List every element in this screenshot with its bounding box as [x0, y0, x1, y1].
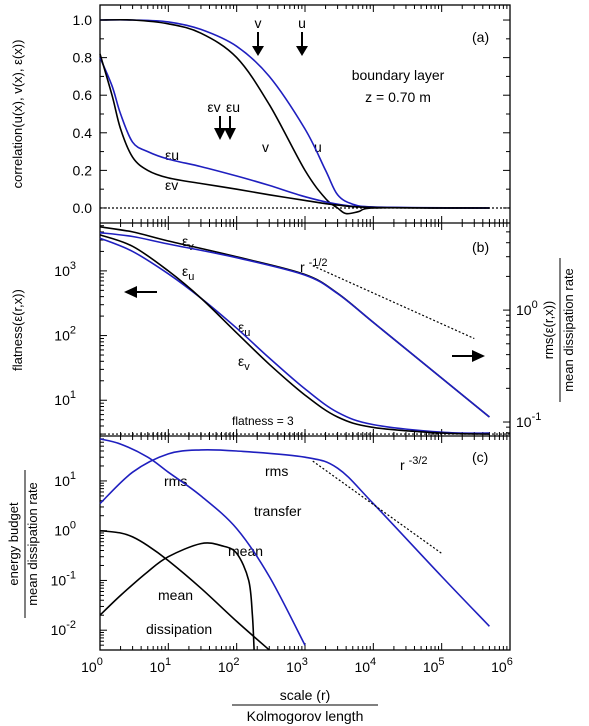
- label-c-rms-left: rms: [164, 473, 187, 489]
- reference-line-1-1: [312, 265, 475, 340]
- panel-b-label: (b): [472, 239, 489, 255]
- label-b-epsilon-v-flat: εv: [238, 353, 250, 373]
- label-curve-u: u: [314, 139, 322, 155]
- ylabel-a: correlation(u(x), v(x), ε(x)): [10, 40, 25, 189]
- y-tick-label: 10-1: [51, 569, 76, 588]
- y-tick-label: 10-2: [51, 619, 76, 638]
- label-c-dissipation: dissipation: [146, 621, 212, 637]
- right-y-tick-label: 10-1: [516, 411, 541, 430]
- y-tick-label: 102: [54, 325, 76, 344]
- left-arrow-icon: [124, 286, 137, 298]
- down-arrow-icon: [214, 128, 226, 140]
- y-tick-label: 0.0: [73, 200, 93, 216]
- arrow-label-v: v: [255, 15, 262, 31]
- panel-a-label: (a): [472, 29, 489, 45]
- down-arrow-icon: [296, 46, 308, 56]
- series-line-1-1: [99, 231, 490, 418]
- right-y-tick-label: 100: [516, 299, 538, 318]
- y-tick-label: 0.8: [73, 50, 93, 66]
- down-arrow-icon: [252, 46, 264, 56]
- right-ylabel-top: rms(ε(r,x)): [541, 301, 556, 360]
- y-tick-label: 0.2: [73, 162, 93, 178]
- label-b-epsilon-v-top: εv: [182, 233, 194, 253]
- series-line-0-1: [99, 18, 490, 215]
- xlabel-top: scale (r): [280, 687, 331, 703]
- data-curves: [99, 18, 510, 651]
- series-line-0-0: [99, 19, 490, 209]
- annotation-height: z = 0.70 m: [365, 89, 431, 105]
- series-line-2-1: [99, 448, 490, 627]
- x-tick-label: 103: [286, 656, 308, 675]
- y-tick-label: 0.6: [73, 87, 93, 103]
- series-line-2-3: [99, 542, 255, 651]
- label-curve-v: v: [262, 139, 269, 155]
- ylabel-c-top: energy budget: [6, 502, 21, 586]
- reference-line-2-0: [312, 460, 443, 554]
- y-tick-label: 101: [54, 389, 76, 408]
- right-ylabel-bottom: mean dissipation rate: [561, 268, 576, 392]
- y-tick-label: 0.4: [73, 125, 93, 141]
- x-tick-label: 102: [218, 656, 240, 675]
- ylabel-b: flatness(ε(r,x)): [10, 289, 25, 371]
- label-c-transfer: transfer: [254, 503, 302, 519]
- series-line-2-2: [99, 529, 270, 651]
- ylabel-c-bottom: mean dissipation rate: [25, 482, 40, 606]
- x-tick-label: 100: [81, 656, 103, 675]
- panel-a-arrows: v u εv εu: [207, 15, 308, 140]
- x-tick-label: 106: [491, 656, 513, 675]
- annotation-boundary-layer: boundary layer: [352, 67, 445, 83]
- series-line-0-3: [99, 53, 490, 209]
- series-line-1-0: [99, 226, 490, 418]
- series-line-1-2: [99, 237, 490, 434]
- label-b-epsilon-u-top: εu: [182, 263, 194, 283]
- annotation-r-minus-three-halves: r -3/2: [400, 455, 428, 473]
- series-line-2-0: [99, 438, 306, 646]
- y-tick-label: 100: [54, 520, 76, 539]
- label-c-rms-mid: rms: [265, 463, 288, 479]
- x-tick-label: 101: [149, 656, 171, 675]
- right-arrow-icon: [472, 350, 485, 362]
- panel-c-label: (c): [472, 449, 488, 465]
- annotation-flatness-3: flatness = 3: [232, 414, 294, 428]
- label-c-mean-right: mean: [228, 543, 263, 559]
- y-tick-label: 1.0: [73, 12, 93, 28]
- arrow-label-epsilon-v: εv: [207, 99, 220, 115]
- axis-ticks: 100 101 102 103 104 105 106 0.0 0.2 0.4 0.6 0.8 1.0 1…: [51, 5, 541, 675]
- x-tick-label: 104: [354, 656, 376, 675]
- down-arrow-icon: [224, 128, 236, 140]
- y-tick-label: 103: [54, 260, 76, 279]
- xlabel-bottom: Kolmogorov length: [247, 708, 364, 724]
- label-curve-epsilon-v: εv: [165, 177, 178, 193]
- y-tick-label: 101: [54, 470, 76, 489]
- series-line-1-3: [99, 234, 490, 435]
- arrow-label-u: u: [298, 15, 306, 31]
- arrow-label-epsilon-u: εu: [226, 99, 240, 115]
- label-c-mean-left: mean: [158, 587, 193, 603]
- x-tick-label: 105: [423, 656, 445, 675]
